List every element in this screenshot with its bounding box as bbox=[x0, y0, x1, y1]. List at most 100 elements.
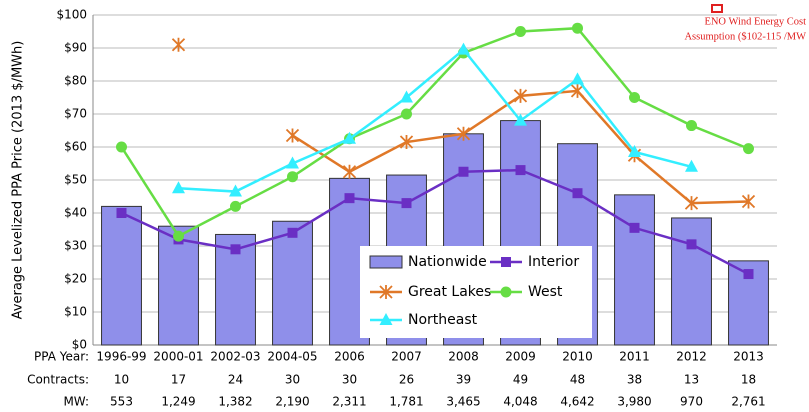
marker bbox=[287, 227, 298, 238]
marker bbox=[230, 244, 241, 255]
table-cell: 4,642 bbox=[560, 395, 594, 409]
marker bbox=[342, 164, 357, 179]
table-cell: 970 bbox=[680, 395, 703, 409]
y-tick-label: $10 bbox=[64, 305, 87, 319]
table-cell: 553 bbox=[110, 395, 133, 409]
table-cell: 3,980 bbox=[617, 395, 651, 409]
legend-label: Interior bbox=[528, 254, 579, 270]
legend-marker bbox=[501, 257, 511, 267]
y-tick-label: $70 bbox=[64, 107, 87, 121]
table-cell: 17 bbox=[171, 373, 186, 387]
marker bbox=[572, 22, 583, 34]
x-tick-label: 2000-01 bbox=[153, 350, 203, 364]
marker bbox=[686, 239, 697, 250]
marker bbox=[685, 159, 698, 172]
row-label: MW: bbox=[63, 395, 89, 409]
bar bbox=[272, 220, 313, 346]
table-cell: 49 bbox=[513, 373, 528, 387]
legend-label: Nationwide bbox=[408, 254, 487, 270]
table-cell: 10 bbox=[114, 373, 129, 387]
x-tick-label: 1996-99 bbox=[96, 350, 146, 364]
marker bbox=[400, 90, 413, 103]
x-tick-label: 2009 bbox=[505, 350, 536, 364]
line bbox=[120, 26, 749, 238]
table-cell: 13 bbox=[684, 373, 699, 387]
marker bbox=[344, 193, 355, 204]
x-tick-label: 2012 bbox=[676, 350, 707, 364]
table-cell: 1,382 bbox=[218, 395, 252, 409]
marker bbox=[456, 126, 471, 141]
table-cell: 39 bbox=[456, 373, 471, 387]
marker bbox=[570, 83, 585, 98]
x-tick-label: 2006 bbox=[334, 350, 365, 364]
y-tick-label: $0 bbox=[72, 338, 87, 352]
marker bbox=[628, 144, 641, 157]
row-label: Contracts: bbox=[27, 373, 89, 387]
marker bbox=[572, 188, 583, 199]
legend-marker bbox=[379, 285, 393, 299]
y-tick-label: $80 bbox=[64, 74, 87, 88]
x-tick-label: 2002-03 bbox=[210, 350, 260, 364]
table-cell: 2,761 bbox=[731, 395, 765, 409]
x-tick-label: 2004-05 bbox=[267, 350, 317, 364]
x-tick-label: 2007 bbox=[391, 350, 422, 364]
y-tick-label: $40 bbox=[64, 206, 87, 220]
table-cell: 1,781 bbox=[389, 395, 423, 409]
marker bbox=[686, 120, 697, 132]
table-cell: 1,249 bbox=[161, 395, 195, 409]
table-cell: 3,465 bbox=[446, 395, 480, 409]
marker bbox=[457, 42, 470, 55]
marker bbox=[571, 72, 584, 85]
legend-marker bbox=[500, 286, 512, 298]
y-tick-label: $60 bbox=[64, 140, 87, 154]
bar bbox=[614, 194, 655, 346]
marker bbox=[401, 108, 412, 120]
annotation: ENO Wind Energy Cost bbox=[704, 16, 806, 27]
legend-label: Northeast bbox=[408, 312, 478, 328]
bar bbox=[158, 225, 199, 346]
table-cell: 30 bbox=[285, 373, 300, 387]
marker bbox=[741, 194, 756, 209]
table-cell: 24 bbox=[228, 373, 243, 387]
marker bbox=[401, 198, 412, 209]
row-label: PPA Year: bbox=[34, 350, 89, 364]
y-tick-label: $50 bbox=[64, 173, 87, 187]
marker bbox=[116, 141, 127, 153]
table-cell: 4,048 bbox=[503, 395, 537, 409]
x-tick-label: 2011 bbox=[619, 350, 650, 364]
y-tick-label: $20 bbox=[64, 272, 87, 286]
bar bbox=[215, 233, 256, 346]
line bbox=[178, 47, 692, 193]
marker bbox=[629, 222, 640, 233]
table-cell: 18 bbox=[741, 373, 756, 387]
marker bbox=[514, 113, 527, 126]
marker bbox=[515, 26, 526, 37]
marker bbox=[230, 200, 241, 212]
marker bbox=[173, 230, 184, 242]
legend-label: Great Lakes bbox=[408, 284, 491, 300]
marker bbox=[285, 128, 300, 143]
table-cell: 38 bbox=[627, 373, 642, 387]
legend-marker bbox=[379, 313, 393, 325]
x-tick-label: 2010 bbox=[562, 350, 593, 364]
y-tick-label: $30 bbox=[64, 239, 87, 253]
marker bbox=[172, 181, 185, 194]
y-tick-label: $100 bbox=[56, 8, 87, 22]
bar bbox=[671, 217, 712, 346]
legend-swatch bbox=[369, 255, 403, 269]
annotation-icon bbox=[711, 4, 723, 13]
marker bbox=[743, 143, 754, 155]
x-tick-label: 2013 bbox=[733, 350, 764, 364]
marker bbox=[513, 88, 528, 103]
marker bbox=[515, 165, 526, 176]
marker bbox=[343, 131, 356, 144]
marker bbox=[287, 171, 298, 183]
marker bbox=[458, 166, 469, 177]
table-cell: 2,190 bbox=[275, 395, 309, 409]
table-cell: 26 bbox=[399, 373, 414, 387]
marker bbox=[171, 37, 186, 52]
legend-label: West bbox=[528, 284, 563, 300]
table-cell: 48 bbox=[570, 373, 585, 387]
table-cell: 30 bbox=[342, 373, 357, 387]
marker bbox=[743, 269, 754, 280]
